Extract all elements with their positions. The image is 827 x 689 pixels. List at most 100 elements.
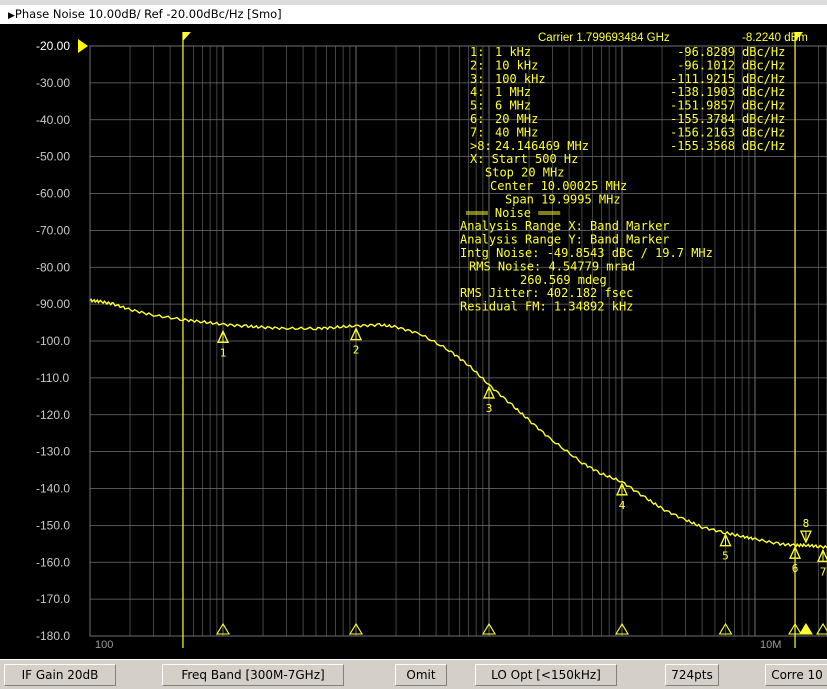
analysis-line: X: Start 500 Hz — [470, 152, 578, 166]
marker-frequency: 20 MHz — [495, 112, 538, 126]
y-tick-label: -50.00 — [36, 150, 70, 164]
marker-8[interactable]: 8 — [801, 517, 811, 542]
y-tick-label: -120.0 — [36, 408, 70, 422]
x-tick-label: 100 — [95, 639, 113, 651]
trace-indicator-icon: ▶ — [8, 11, 15, 21]
title-bar: ▶Phase Noise 10.00dB/ Ref -20.00dBc/Hz [… — [0, 0, 827, 24]
marker-label: 4 — [619, 499, 626, 512]
marker-unit: dBc/Hz — [742, 99, 785, 113]
marker-value: -111.9215 — [670, 72, 735, 86]
analysis-line: Span 19.9995 MHz — [505, 192, 621, 206]
status-button[interactable]: Corre 10 — [765, 664, 827, 686]
marker-unit: dBc/Hz — [742, 139, 785, 153]
status-button[interactable]: Omit — [395, 664, 447, 686]
marker-unit: dBc/Hz — [742, 85, 785, 99]
status-button[interactable]: Freq Band [300M-7GHz] — [162, 664, 344, 686]
y-tick-label: -130.0 — [36, 445, 70, 459]
y-tick-label: -100.0 — [36, 334, 70, 348]
status-button[interactable]: IF Gain 20dB — [4, 664, 116, 686]
marker-number: 1: — [470, 45, 484, 59]
marker-value: -138.1903 — [670, 85, 735, 99]
status-button[interactable]: LO Opt [<150kHz] — [475, 664, 617, 686]
y-tick-label: -110.0 — [36, 371, 69, 385]
analysis-line: ═══ Noise ═══ — [465, 206, 561, 220]
analysis-line: Stop 20 MHz — [485, 166, 564, 180]
status-bar: IF Gain 20dB Freq Band [300M-7GHz] Omit LO … — [0, 659, 827, 689]
y-tick-label: -70.00 — [36, 223, 70, 237]
analysis-line: Analysis Range X: Band Marker — [460, 219, 670, 233]
bottom-marker-indicators — [217, 624, 827, 634]
title-label: Phase Noise 10.00dB/ Ref -20.00dBc/Hz [S… — [15, 7, 282, 21]
marker-7[interactable]: 7 — [818, 550, 827, 578]
marker-table-row: 5: 6 MHz -151.9857 dBc/Hz — [470, 99, 785, 113]
marker-label: 2 — [353, 344, 360, 357]
marker-unit: dBc/Hz — [742, 58, 785, 72]
y-tick-label: -140.0 — [36, 482, 70, 496]
marker-label: 8 — [803, 517, 810, 530]
marker-value: -96.8289 — [677, 45, 735, 59]
analysis-line: RMS Jitter: 402.182 fsec — [460, 286, 633, 300]
y-tick-label: -180.0 — [36, 629, 70, 643]
marker-value: -155.3568 — [670, 139, 735, 153]
marker-unit: dBc/Hz — [742, 45, 785, 59]
analysis-line: Analysis Range Y: Band Marker — [460, 233, 670, 247]
analysis-line: Center 10.00025 MHz — [490, 179, 627, 193]
marker-table-row: 3: 100 kHz -111.9215 dBc/Hz — [470, 72, 785, 86]
carrier-power: -8.2240 dBm — [742, 32, 808, 44]
marker-label: 3 — [486, 402, 493, 415]
bottom-marker-icon — [800, 624, 812, 634]
marker-frequency: 100 kHz — [495, 72, 546, 86]
marker-unit: dBc/Hz — [742, 72, 785, 86]
marker-number: 2: — [470, 58, 484, 72]
marker-label: 5 — [722, 550, 729, 563]
phase-noise-trace — [90, 299, 827, 549]
marker-table-row: 4: 1 MHz -138.1903 dBc/Hz — [470, 85, 785, 99]
marker-frequency: 40 MHz — [495, 125, 538, 139]
marker-table-row: 2: 10 kHz -96.1012 dBc/Hz — [470, 58, 785, 72]
marker-number: 3: — [470, 72, 484, 86]
y-tick-label: -170.0 — [36, 592, 70, 606]
y-tick-label: -30.00 — [36, 76, 70, 90]
marker-label: 7 — [820, 565, 827, 578]
x-axis-ticks: 100 10M — [95, 639, 781, 651]
marker-number: 4: — [470, 85, 484, 99]
marker-label: 1 — [220, 346, 227, 359]
y-tick-label: -40.00 — [36, 113, 70, 127]
marker-number: >8: — [470, 139, 492, 153]
status-button[interactable]: 724pts — [665, 664, 719, 686]
y-axis-ticks: -20.00 -30.00 -40.00 -50.00 -60.00 -70.00 -80.… — [36, 39, 88, 643]
trace-markers[interactable]: 1 2 3 4 5 6 7 8 — [218, 329, 827, 579]
phase-noise-plot[interactable]: -20.00 -30.00 -40.00 -50.00 -60.00 -70.00 -80.… — [0, 24, 827, 659]
y-tick-label: -20.00 — [36, 39, 70, 53]
marker-number: 5: — [470, 99, 484, 113]
marker-value: -151.9857 — [670, 99, 735, 113]
marker-value: -156.2163 — [670, 125, 735, 139]
analysis-line: RMS Noise: 4.54779 mrad — [469, 259, 635, 273]
marker-unit: dBc/Hz — [742, 112, 785, 126]
y-tick-label: -60.00 — [36, 187, 70, 201]
y-tick-label: -90.00 — [36, 297, 70, 311]
marker-frequency: 24.146469 MHz — [495, 139, 589, 153]
analysis-line: Intg Noise: -49.8543 dBc / 19.7 MHz — [460, 246, 713, 260]
marker-table-row: >8: 24.146469 MHz -155.3568 dBc/Hz — [470, 139, 785, 153]
marker-value: -155.3784 — [670, 112, 735, 126]
marker-number: 6: — [470, 112, 484, 126]
marker-label: 6 — [792, 562, 799, 575]
y-tick-label: -80.00 — [36, 260, 70, 274]
marker-table-row: 1: 1 kHz -96.8289 dBc/Hz — [470, 45, 785, 59]
x-tick-label: 10M — [760, 639, 781, 651]
marker-table-row: 6: 20 MHz -155.3784 dBc/Hz — [470, 112, 785, 126]
y-tick-label: -160.0 — [36, 555, 70, 569]
band-marker-flag-icon — [183, 32, 191, 41]
analysis-line: Residual FM: 1.34892 kHz — [460, 300, 633, 314]
marker-table-row: 7: 40 MHz -156.2163 dBc/Hz — [470, 125, 785, 139]
marker-frequency: 1 MHz — [495, 85, 531, 99]
marker-unit: dBc/Hz — [742, 125, 785, 139]
marker-frequency: 6 MHz — [495, 99, 531, 113]
analysis-line: 260.569 mdeg — [520, 273, 607, 287]
ref-level-arrow-icon — [78, 39, 88, 53]
marker-readout: Carrier 1.799693484 GHz -8.2240 dBm1: 1 kH… — [460, 32, 808, 314]
chart-title: ▶Phase Noise 10.00dB/ Ref -20.00dBc/Hz [… — [8, 7, 282, 21]
marker-frequency: 10 kHz — [495, 58, 538, 72]
y-tick-label: -150.0 — [36, 518, 70, 532]
